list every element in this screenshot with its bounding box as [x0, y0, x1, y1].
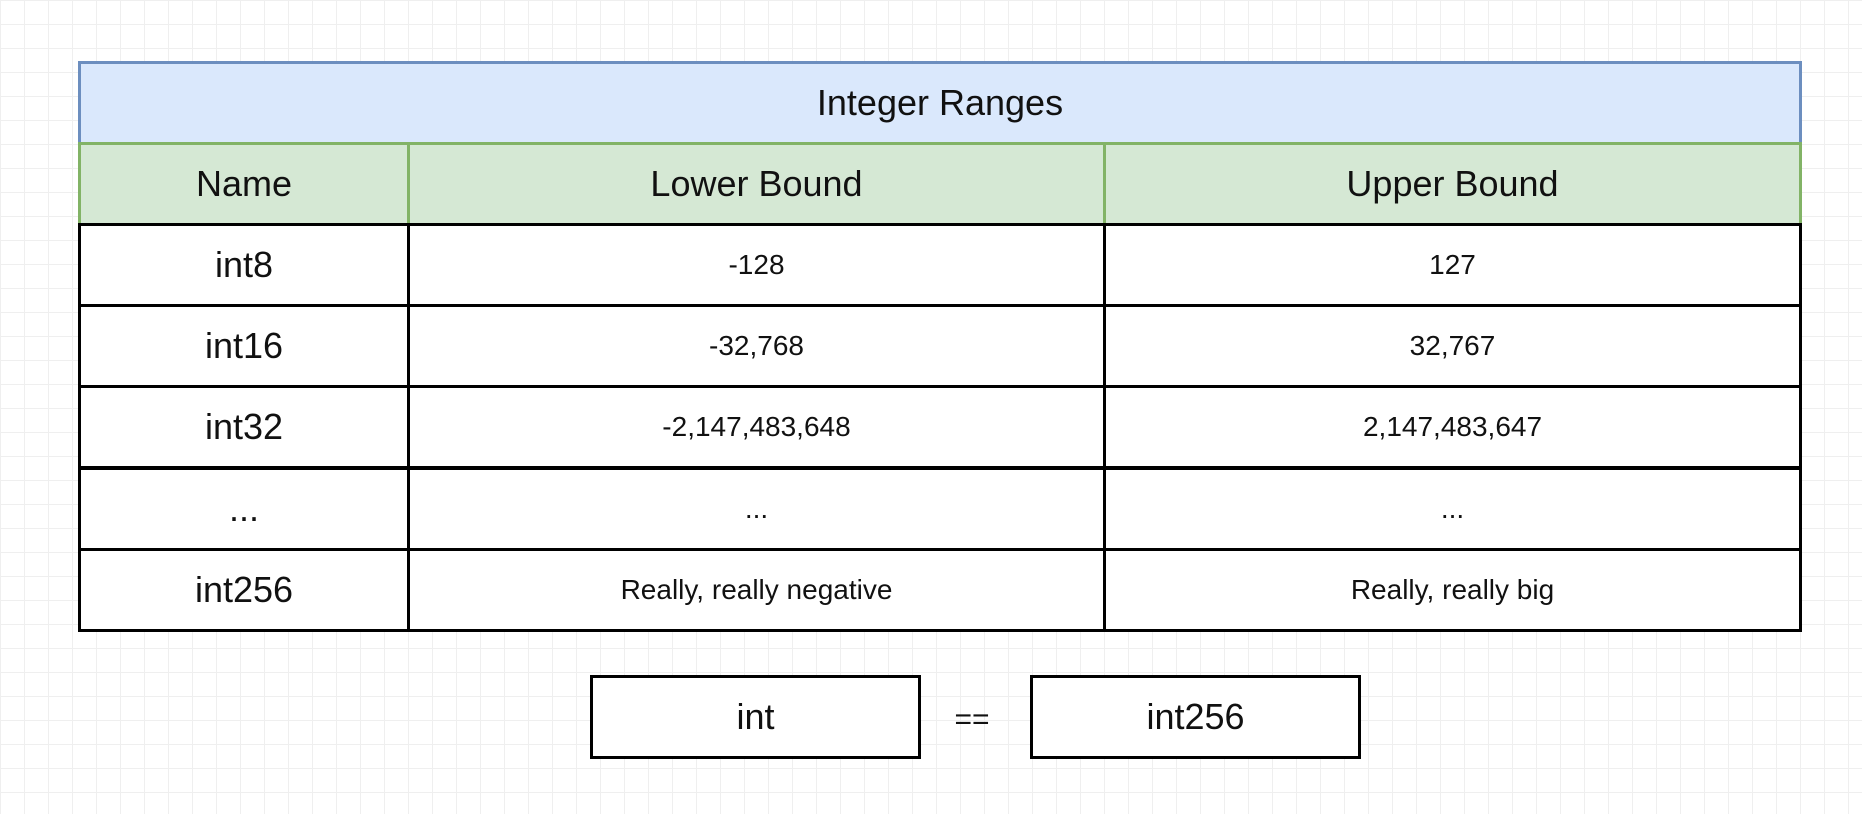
table-title: Integer Ranges [78, 61, 1802, 145]
row-name-cell: int256 [78, 548, 410, 632]
equals-operator: == [954, 703, 990, 736]
row-lower-cell: Really, really negative [407, 548, 1106, 632]
row-upper-cell: 32,767 [1103, 304, 1802, 388]
header-name: Name [78, 142, 410, 226]
int-box: int [590, 675, 921, 759]
row-upper-cell: Really, really big [1103, 548, 1802, 632]
row-lower-cell: -32,768 [407, 304, 1106, 388]
row-name-cell: ... [78, 467, 410, 551]
header-upper-bound: Upper Bound [1103, 142, 1802, 226]
row-name-cell: int16 [78, 304, 410, 388]
row-upper-cell: 2,147,483,647 [1103, 385, 1802, 469]
row-lower-cell: -2,147,483,648 [407, 385, 1106, 469]
row-name-cell: int32 [78, 385, 410, 469]
row-lower-cell: ... [407, 467, 1106, 551]
header-lower-bound: Lower Bound [407, 142, 1106, 226]
row-name-cell: int8 [78, 223, 410, 307]
row-lower-cell: -128 [407, 223, 1106, 307]
int256-box: int256 [1030, 675, 1361, 759]
row-upper-cell: ... [1103, 467, 1802, 551]
row-upper-cell: 127 [1103, 223, 1802, 307]
